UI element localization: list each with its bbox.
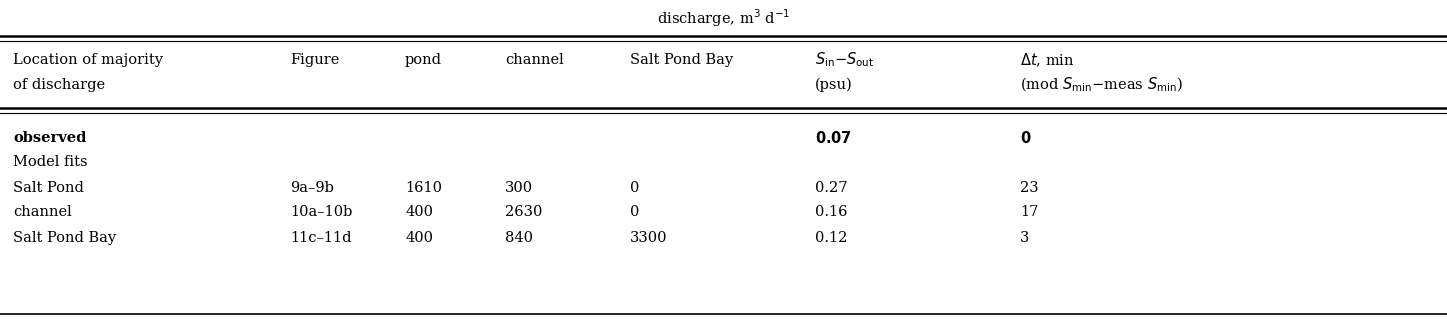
Text: Figure: Figure [289, 53, 340, 67]
Text: 1610: 1610 [405, 181, 441, 195]
Text: discharge, m$^3$ d$^{-1}$: discharge, m$^3$ d$^{-1}$ [657, 7, 790, 29]
Text: 0.16: 0.16 [815, 205, 848, 219]
Text: 23: 23 [1020, 181, 1039, 195]
Text: 0.27: 0.27 [815, 181, 848, 195]
Text: (mod $S_\mathrm{min}$$-$meas $S_\mathrm{min}$): (mod $S_\mathrm{min}$$-$meas $S_\mathrm{… [1020, 76, 1182, 94]
Text: $\mathbf{0}$: $\mathbf{0}$ [1020, 130, 1032, 146]
Text: 11c–11d: 11c–11d [289, 231, 352, 245]
Text: Salt Pond: Salt Pond [13, 181, 84, 195]
Text: channel: channel [505, 53, 564, 67]
Text: 10a–10b: 10a–10b [289, 205, 353, 219]
Text: 17: 17 [1020, 205, 1039, 219]
Text: 2630: 2630 [505, 205, 543, 219]
Text: $\Delta t$, min: $\Delta t$, min [1020, 51, 1075, 69]
Text: 0.12: 0.12 [815, 231, 848, 245]
Text: 400: 400 [405, 205, 433, 219]
Text: 300: 300 [505, 181, 532, 195]
Text: Salt Pond Bay: Salt Pond Bay [629, 53, 734, 67]
Text: $\mathbf{0.07}$: $\mathbf{0.07}$ [815, 130, 852, 146]
Text: observed: observed [13, 131, 87, 145]
Text: 3300: 3300 [629, 231, 667, 245]
Text: channel: channel [13, 205, 72, 219]
Text: Location of majority: Location of majority [13, 53, 164, 67]
Text: pond: pond [405, 53, 441, 67]
Text: of discharge: of discharge [13, 78, 106, 92]
Text: Model fits: Model fits [13, 155, 88, 169]
Text: Salt Pond Bay: Salt Pond Bay [13, 231, 116, 245]
Text: 400: 400 [405, 231, 433, 245]
Text: 9a–9b: 9a–9b [289, 181, 334, 195]
Text: $S_\mathrm{in}$$-$$S_\mathrm{out}$: $S_\mathrm{in}$$-$$S_\mathrm{out}$ [815, 51, 874, 69]
Text: 3: 3 [1020, 231, 1029, 245]
Text: 840: 840 [505, 231, 532, 245]
Text: 0: 0 [629, 181, 640, 195]
Text: (psu): (psu) [815, 78, 852, 92]
Text: 0: 0 [629, 205, 640, 219]
